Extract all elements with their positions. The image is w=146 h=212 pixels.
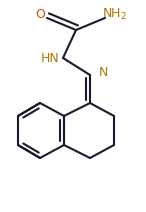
Text: O: O [35, 7, 45, 21]
Text: N: N [98, 67, 108, 80]
Text: NH$_2$: NH$_2$ [101, 6, 126, 22]
Text: HN: HN [41, 52, 59, 64]
